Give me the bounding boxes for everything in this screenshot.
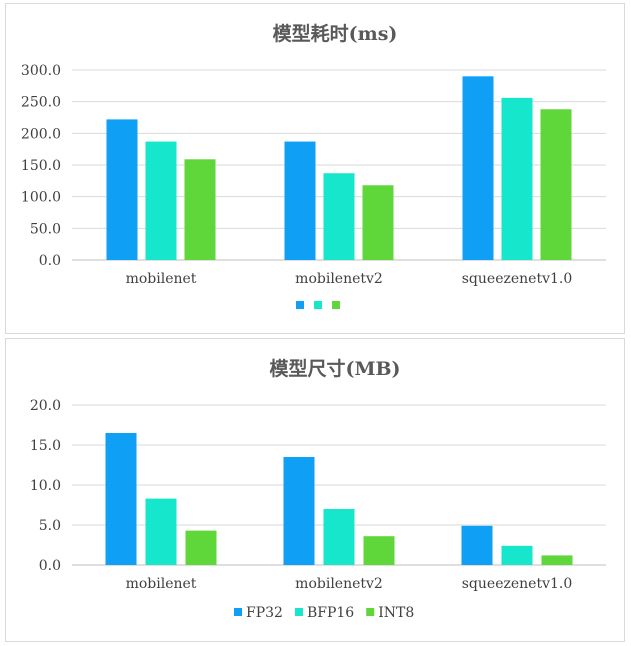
y-tick-label: 200.0 bbox=[21, 126, 61, 142]
bar bbox=[501, 97, 533, 260]
x-category-label: mobilenet bbox=[126, 576, 197, 592]
bar bbox=[105, 433, 137, 565]
y-tick-label: 50.0 bbox=[30, 221, 61, 237]
bar bbox=[145, 498, 177, 565]
y-tick-label: 150.0 bbox=[21, 158, 61, 174]
bar bbox=[462, 76, 494, 260]
y-tick-label: 100.0 bbox=[21, 190, 61, 206]
bar bbox=[185, 530, 217, 565]
bar bbox=[501, 545, 533, 565]
legend-swatch bbox=[314, 301, 322, 309]
bar bbox=[106, 119, 138, 261]
bar bbox=[284, 141, 316, 260]
y-tick-label: 5.0 bbox=[39, 518, 61, 534]
legend-label: FP32 bbox=[246, 605, 283, 621]
legend-swatch bbox=[234, 608, 242, 616]
x-category-label: mobilenet bbox=[126, 271, 197, 287]
chart-title: 模型尺寸(MB) bbox=[269, 357, 400, 380]
bar bbox=[541, 555, 573, 565]
bar bbox=[145, 141, 177, 260]
y-tick-label: 15.0 bbox=[30, 438, 61, 454]
legend-swatch bbox=[332, 301, 340, 309]
size-chart: 模型尺寸(MB) 0.0 5.0 10.0 15.0 20.0 mobilenet mobil… bbox=[30, 357, 606, 621]
y-tick-label: 10.0 bbox=[30, 478, 61, 494]
size-chart-panel: 模型尺寸(MB) 0.0 5.0 10.0 15.0 20.0 mobilenet mobil… bbox=[5, 338, 625, 642]
x-category-label: mobilenetv2 bbox=[295, 576, 383, 592]
y-tick-label: 20.0 bbox=[30, 398, 61, 414]
legend-label: BFP16 bbox=[307, 605, 354, 621]
y-tick-label: 0.0 bbox=[39, 558, 61, 574]
bar bbox=[323, 173, 355, 260]
latency-chart-panel: 模型耗时(ms) 0.0 50.0 100.0 150.0 200.0 250.0 300.0… bbox=[5, 3, 625, 334]
y-tick-label: 0.0 bbox=[39, 253, 61, 269]
y-tick-label: 300.0 bbox=[21, 63, 61, 79]
bar bbox=[283, 457, 315, 565]
legend-swatch bbox=[366, 608, 375, 616]
legend-swatch bbox=[296, 301, 304, 309]
legend-label: INT8 bbox=[378, 605, 414, 621]
legend-swatch bbox=[294, 608, 303, 616]
x-category-label: squeezenetv1.0 bbox=[462, 576, 573, 592]
bar bbox=[461, 525, 493, 565]
bar bbox=[540, 109, 572, 261]
chart-title: 模型耗时(ms) bbox=[273, 22, 398, 45]
bar bbox=[362, 185, 394, 260]
y-tick-label: 250.0 bbox=[21, 95, 61, 111]
x-category-label: mobilenetv2 bbox=[295, 271, 383, 287]
bar bbox=[184, 159, 216, 260]
bar bbox=[323, 509, 355, 565]
x-category-label: squeezenetv1.0 bbox=[462, 271, 573, 287]
latency-chart: 模型耗时(ms) 0.0 50.0 100.0 150.0 200.0 250.0 300.0… bbox=[21, 22, 606, 309]
bar bbox=[363, 536, 395, 565]
